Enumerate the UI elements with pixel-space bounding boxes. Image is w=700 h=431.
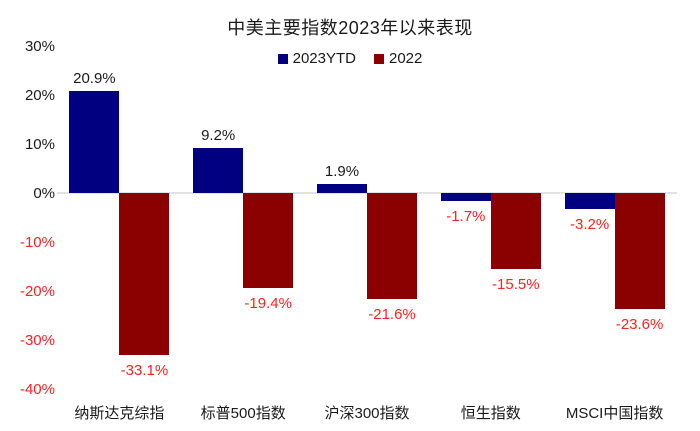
bar-2023ytd-4 [564, 193, 615, 209]
bar-2022-1 [243, 193, 294, 289]
y-axis-tick-label: 30% [24, 37, 55, 55]
y-axis-tick-label: -30% [19, 331, 55, 349]
bar-2022-4 [614, 193, 665, 309]
category-label: 恒生指数 [460, 405, 521, 422]
bar-value-label: 1.9% [324, 162, 360, 180]
bar-value-label: -23.6% [615, 315, 664, 333]
bar-value-label: 9.2% [201, 126, 236, 144]
category-label: 标普500指数 [200, 405, 286, 422]
y-axis-tick-label: -20% [19, 282, 55, 300]
bar-2023ytd-3 [440, 193, 491, 202]
bar-value-label: -15.5% [492, 275, 540, 293]
chart-legend: 2023YTD 2022 [0, 50, 700, 67]
y-axis-tick-label: 10% [24, 135, 55, 153]
bar-value-label: -21.6% [368, 305, 416, 323]
bar-2023ytd-1 [193, 147, 244, 193]
legend-swatch [277, 53, 288, 64]
bar-value-label: -33.1% [120, 362, 169, 380]
bar-2023ytd-0 [69, 90, 120, 193]
category-label: 纳斯达克综指 [74, 405, 165, 422]
bar-2022-2 [367, 193, 417, 299]
bar-2022-3 [490, 193, 541, 269]
y-axis-tick-label: 20% [24, 86, 55, 104]
bar-value-label: -1.7% [446, 208, 486, 226]
y-axis-tick-label: -40% [19, 380, 55, 398]
bar-value-label: -19.4% [244, 295, 292, 313]
bar-value-label: -3.2% [570, 215, 610, 233]
category-label: MSCI中国指数 [565, 405, 664, 422]
y-axis-tick-label: 0% [33, 184, 55, 202]
legend-label: 2023YTD [292, 50, 356, 67]
bar-2022-0 [119, 193, 170, 356]
category-label: 沪深300指数 [324, 405, 410, 422]
chart-title: 中美主要指数2023年以来表现 [227, 18, 473, 38]
y-axis-tick-label: -10% [19, 233, 55, 251]
bar-2023ytd-2 [317, 183, 367, 193]
legend-item: 2023YTD [277, 50, 356, 67]
legend-item: 2022 [374, 50, 422, 67]
legend-label: 2022 [389, 50, 423, 67]
legend-swatch [374, 53, 384, 64]
bar-value-label: 20.9% [73, 69, 116, 87]
